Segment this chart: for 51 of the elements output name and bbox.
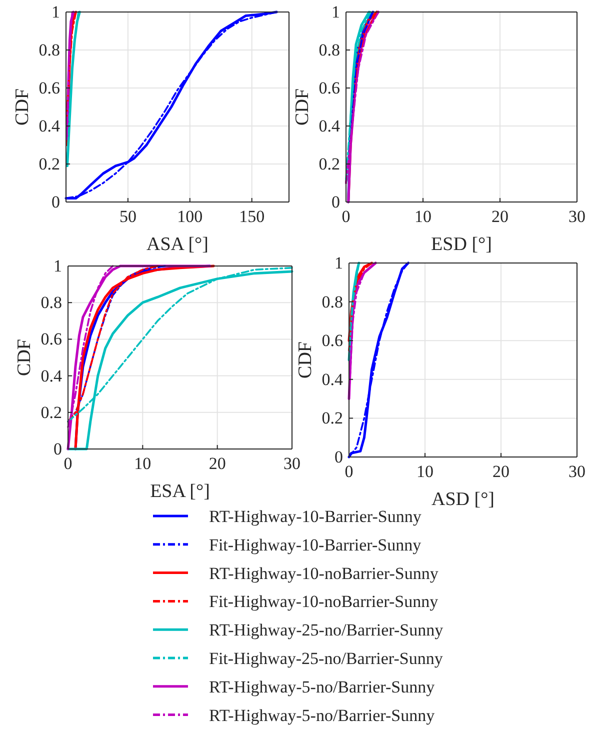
y-tick-label: 0.8 bbox=[40, 293, 62, 312]
y-tick-label: 0.4 bbox=[40, 366, 62, 386]
y-tick-label: 1 bbox=[52, 2, 60, 22]
x-tick-label: 50 bbox=[119, 207, 136, 226]
legend-label: Fit-Highway-25-no/Barrier-Sunny bbox=[209, 649, 444, 668]
y-tick-label: 0 bbox=[54, 439, 62, 458]
y-tick-label: 0.8 bbox=[318, 40, 340, 60]
y-axis-title: CDF bbox=[292, 88, 313, 126]
legend-label: RT-Highway-5-no/Barrier-Sunny bbox=[209, 677, 436, 696]
x-tick-label: 30 bbox=[284, 454, 300, 474]
y-axis-title: CDF bbox=[14, 339, 35, 376]
x-tick-label: 20 bbox=[492, 462, 510, 482]
y-tick-label: 0.8 bbox=[322, 292, 343, 312]
y-tick-label: 0.6 bbox=[40, 330, 62, 349]
x-axis-title: ESA [°] bbox=[150, 481, 210, 502]
x-tick-label: 10 bbox=[414, 207, 432, 226]
x-tick-label: 20 bbox=[208, 454, 226, 474]
y-tick-label: 0.2 bbox=[322, 408, 343, 428]
legend-label: RT-Highway-25-no/Barrier-Sunny bbox=[209, 620, 444, 640]
y-tick-label: 1 bbox=[334, 253, 343, 272]
y-axis-title: CDF bbox=[12, 88, 33, 126]
y-tick-label: 1 bbox=[332, 2, 340, 22]
y-tick-label: 0 bbox=[52, 192, 60, 212]
legend-label: RT-Highway-10-Barrier-Sunny bbox=[209, 507, 422, 526]
y-tick-label: 0.2 bbox=[318, 154, 340, 174]
x-tick-label: 20 bbox=[492, 207, 508, 226]
x-axis-title: ASA [°] bbox=[146, 234, 208, 255]
legend-label: Fit-Highway-10-noBarrier-Sunny bbox=[209, 592, 439, 612]
y-tick-label: 0.2 bbox=[40, 402, 62, 422]
x-tick-label: 30 bbox=[568, 462, 586, 482]
x-tick-label: 10 bbox=[134, 454, 152, 474]
y-tick-label: 0.4 bbox=[38, 116, 60, 136]
y-tick-label: 0.4 bbox=[318, 116, 340, 136]
legend-label: RT-Highway-5-no/Barrier-Sunny bbox=[209, 706, 436, 725]
y-axis-title: CDF bbox=[295, 342, 316, 378]
y-tick-label: 0.2 bbox=[38, 154, 60, 174]
y-tick-label: 1 bbox=[54, 256, 62, 276]
y-tick-label: 0.6 bbox=[38, 78, 60, 98]
y-tick-label: 0.6 bbox=[322, 331, 343, 350]
y-tick-label: 0 bbox=[332, 192, 340, 212]
y-tick-label: 0.4 bbox=[322, 370, 344, 389]
x-tick-label: 100 bbox=[177, 207, 203, 226]
x-tick-label: 150 bbox=[239, 207, 265, 226]
legend-label: Fit-Highway-10-Barrier-Sunny bbox=[209, 535, 422, 554]
x-tick-label: 30 bbox=[568, 207, 586, 226]
y-tick-label: 0.6 bbox=[318, 78, 340, 98]
x-axis-title: ESD [°] bbox=[431, 234, 492, 255]
x-axis-title: ASD [°] bbox=[431, 489, 495, 510]
x-tick-label: 10 bbox=[416, 462, 434, 482]
y-tick-label: 0.8 bbox=[38, 40, 60, 60]
legend-label: RT-Highway-10-noBarrier-Sunny bbox=[209, 564, 439, 583]
